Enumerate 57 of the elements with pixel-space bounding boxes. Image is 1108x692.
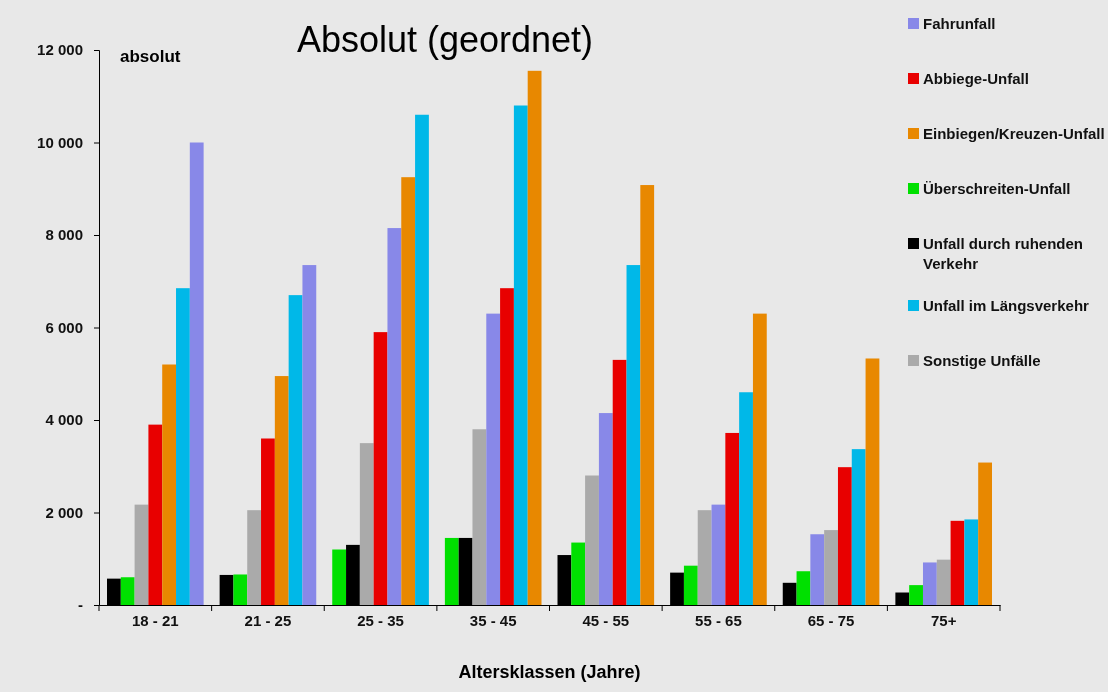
bar [612,359,627,605]
bar [909,585,923,605]
y-tick-label: - [78,596,83,614]
bar [683,565,698,605]
x-axis-title: Altersklassen (Jahre) [458,662,641,682]
legend-label: Unfall durch ruhenden Verkehr [923,235,1084,272]
bar [626,265,641,605]
bar [978,462,992,605]
y-tick-label: 12 000 [37,41,83,59]
chart-title: Absolut (geordnet) [296,19,594,60]
bar [837,467,852,605]
bar [359,443,374,605]
bar [739,392,753,605]
x-tick-label: 18 - 21 [131,612,179,629]
bar [500,288,514,605]
legend-label: Einbiegen/Kreuzen-Unfall [923,125,1105,142]
bar [120,577,135,605]
y-tick-label: 8 000 [45,226,83,244]
bar [288,295,303,605]
bar [472,429,487,605]
bar [725,432,740,605]
bar [134,504,149,605]
bar [176,288,190,605]
legend-label: Fahrunfall [923,15,996,32]
bar [513,105,528,605]
bar [950,520,965,605]
legend-label: Sonstige Unfälle [923,352,1041,369]
bar [640,185,655,605]
legend-label: Überschreiten-Unfall [923,180,1071,197]
y-tick-label: 4 000 [45,411,83,429]
bar [697,510,712,605]
bar [796,571,811,605]
legend-label: Unfall im Längsverkehr [923,297,1090,314]
bar [527,70,542,605]
x-tick-label: 21 - 25 [244,612,292,629]
y-tick-label: 10 000 [37,133,83,151]
legend-label: Abbiege-Unfall [923,70,1029,87]
x-tick-label: 35 - 45 [469,612,517,629]
bar [865,358,880,605]
x-tick-label: 25 - 35 [357,612,404,629]
x-tick-label: 65 - 75 [807,612,855,629]
x-tick-label: 45 - 55 [582,612,630,629]
bar [585,475,599,605]
bar [964,519,979,605]
bar [598,413,613,605]
annotation: absolut [120,47,181,66]
bar [486,313,501,605]
x-tick-label: 75+ [930,612,957,629]
y-tick-label: 2 000 [45,503,83,521]
y-tick-label: 6 000 [45,318,83,336]
bar [571,542,586,605]
bar [247,510,262,605]
bar [752,313,767,605]
bar [233,574,248,605]
bar [851,449,866,605]
x-tick-label: 55 - 65 [695,612,742,629]
bar [711,504,726,605]
